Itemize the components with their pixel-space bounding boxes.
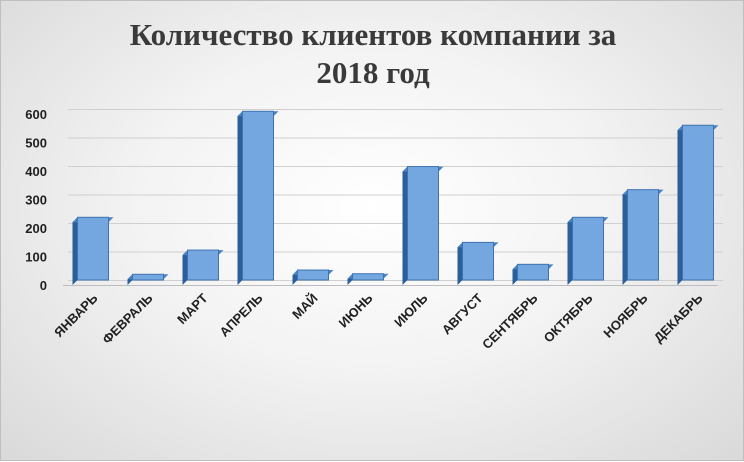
gridlines [63,109,723,286]
bar-9 [512,263,554,285]
y-tick-label: 500 [25,136,47,151]
bar-8 [457,241,499,285]
bar-11 [622,189,664,285]
bar-side [237,111,243,285]
bar-1 [72,216,114,285]
x-tick-label: ОКТЯБРЬ [541,291,596,346]
y-tick-label: 200 [25,221,47,236]
y-axis: 0 100 200 300 400 500 600 [25,107,47,293]
bars [72,110,719,286]
bar-4 [237,110,279,285]
chart-title-line-2: 2018 год [316,55,430,90]
bar-front [352,273,384,281]
x-tick-label: СЕНТЯБРЬ [479,291,540,352]
bar-3 [182,249,224,285]
x-tick-label: ИЮНЬ [336,291,376,331]
y-tick-label: 400 [25,164,47,179]
bar-front [627,189,659,281]
x-tick-label: ЯНВАРЬ [51,291,100,340]
y-tick-label: 0 [40,278,47,293]
bar-side [457,242,463,285]
bar-6 [347,273,389,285]
bar-side [512,264,518,285]
bar-side [622,189,628,285]
bar-front [242,110,274,281]
x-tick-label: ИЮЛЬ [391,291,430,330]
x-tick-label: НОЯБРЬ [600,291,650,341]
y-tick-label: 100 [25,250,47,265]
bar-front [517,263,549,281]
bar-7 [402,166,444,285]
bar-front [682,124,714,281]
x-tick-label: АПРЕЛЬ [217,291,266,340]
bar-side [402,166,408,285]
y-tick-label: 600 [25,107,47,122]
chart-title-line-1: Количество клиентов компании за [130,17,617,52]
bar-side [677,125,683,286]
y-tick-label: 300 [25,193,47,208]
x-tick-label: МАЙ [289,291,321,323]
bar-front [462,241,494,281]
bar-front [77,216,109,281]
bar-side [567,217,573,285]
bar-front [187,249,219,281]
bar-front [297,269,329,281]
bar-12 [677,124,719,286]
bar-front [407,166,439,281]
bar-front [572,216,604,281]
bar-2 [127,273,169,285]
bar-side [182,250,188,285]
x-tick-label: ДЕКАБРЬ [651,291,706,346]
x-tick-label: МАРТ [174,290,211,327]
bar-5 [292,269,334,285]
bar-front [132,273,164,281]
x-tick-label: АВГУСТ [439,290,486,337]
bar-side [72,217,78,285]
x-tick-label: ФЕВРАЛЬ [99,291,155,347]
chart-title: Количество клиентов компании за 2018 год [130,17,617,90]
bar-10 [567,216,609,285]
